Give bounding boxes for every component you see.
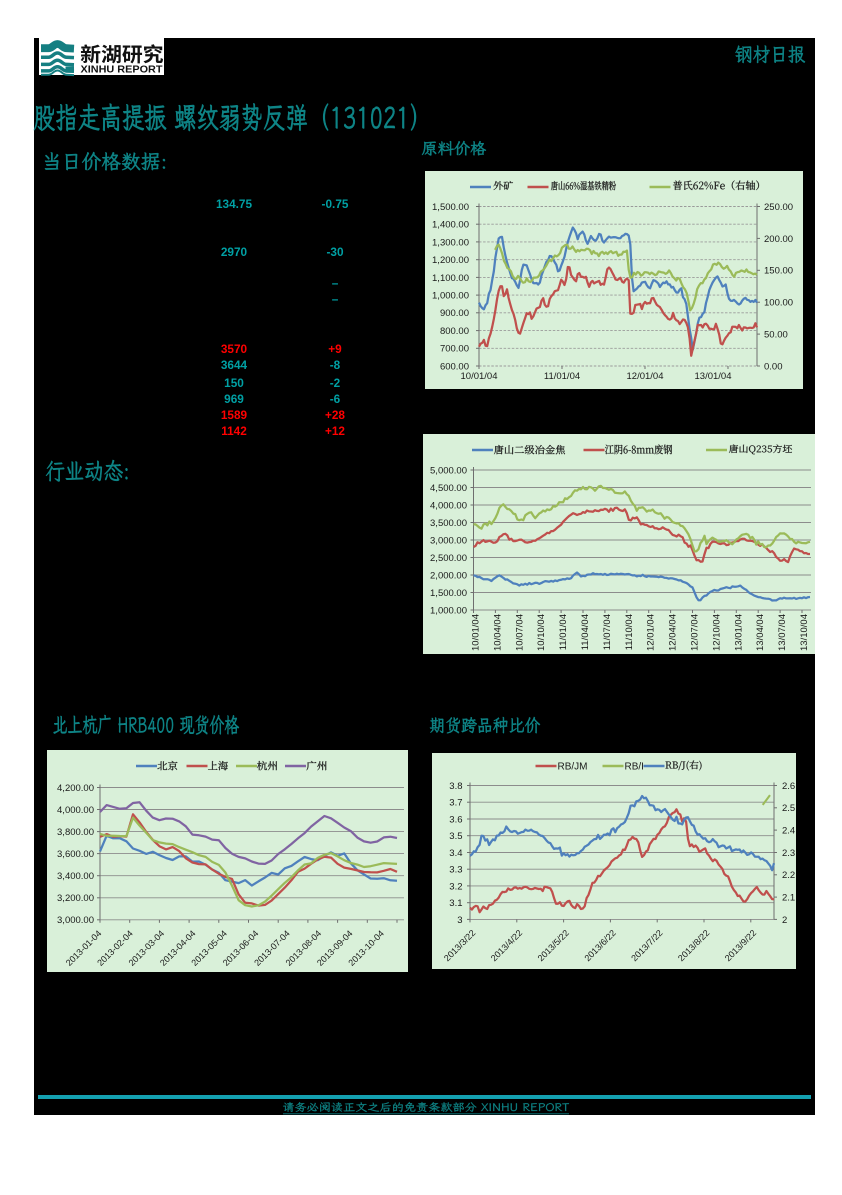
svg-text:2.4: 2.4 <box>782 826 795 837</box>
svg-text:–: – <box>332 276 339 290</box>
svg-text:1589: 1589 <box>221 408 248 422</box>
svg-text:800.00: 800.00 <box>440 326 469 337</box>
svg-text:5,000.00: 5,000.00 <box>430 465 467 476</box>
svg-text:3644: 3644 <box>221 358 248 372</box>
svg-text:XINHU REPORT: XINHU REPORT <box>81 65 164 76</box>
svg-text:600.00: 600.00 <box>440 361 469 372</box>
svg-text:3,600.00: 3,600.00 <box>57 849 94 860</box>
svg-text:3.6: 3.6 <box>449 814 462 825</box>
svg-text:150.00: 150.00 <box>764 266 793 277</box>
svg-text:11/10/04: 11/10/04 <box>624 614 635 650</box>
svg-text:3.1: 3.1 <box>449 898 462 909</box>
svg-text:-2: -2 <box>330 376 341 390</box>
svg-text:2.2: 2.2 <box>782 870 795 881</box>
svg-text:12/01/04: 12/01/04 <box>646 614 657 651</box>
svg-text:11/07/04: 11/07/04 <box>602 614 613 650</box>
svg-text:1,500.00: 1,500.00 <box>432 202 469 213</box>
svg-text:3,200.00: 3,200.00 <box>57 893 94 904</box>
svg-text:2.3: 2.3 <box>782 848 795 859</box>
svg-text:2,500.00: 2,500.00 <box>430 553 467 564</box>
svg-text:+9: +9 <box>328 342 342 356</box>
svg-text:4,000.00: 4,000.00 <box>430 500 467 511</box>
svg-text:3570: 3570 <box>221 342 248 356</box>
svg-text:3,000.00: 3,000.00 <box>57 915 94 926</box>
svg-text:4,500.00: 4,500.00 <box>430 483 467 494</box>
svg-text:969: 969 <box>224 392 244 406</box>
svg-text:3.3: 3.3 <box>449 865 462 876</box>
svg-text:+12: +12 <box>325 424 345 438</box>
svg-text:2.1: 2.1 <box>782 893 795 904</box>
svg-text:1,400.00: 1,400.00 <box>432 220 469 231</box>
svg-text:10/01/04: 10/01/04 <box>471 614 482 651</box>
svg-text:3.5: 3.5 <box>449 831 462 842</box>
svg-text:3.2: 3.2 <box>449 881 462 892</box>
svg-text:10/04/04: 10/04/04 <box>492 614 503 651</box>
svg-text:50.00: 50.00 <box>764 330 788 341</box>
svg-text:13/07/04: 13/07/04 <box>777 614 788 651</box>
svg-text:1142: 1142 <box>221 424 247 438</box>
svg-text:100.00: 100.00 <box>764 298 793 309</box>
svg-text:13/04/04: 13/04/04 <box>755 614 766 651</box>
svg-text:3,000.00: 3,000.00 <box>430 535 467 546</box>
svg-text:200.00: 200.00 <box>764 234 793 245</box>
svg-text:1,200.00: 1,200.00 <box>432 255 469 266</box>
svg-text:13/10/04: 13/10/04 <box>799 614 810 651</box>
svg-text:150: 150 <box>224 376 244 390</box>
svg-text:3.7: 3.7 <box>449 798 462 809</box>
svg-text:2.5: 2.5 <box>782 803 795 814</box>
svg-text:13/01/04: 13/01/04 <box>695 371 732 382</box>
svg-text:3,500.00: 3,500.00 <box>430 518 467 529</box>
svg-text:13/01/04: 13/01/04 <box>733 614 744 651</box>
svg-text:-30: -30 <box>326 245 343 259</box>
svg-text:4,000.00: 4,000.00 <box>57 805 94 816</box>
svg-text:3,800.00: 3,800.00 <box>57 827 94 838</box>
svg-text:11/04/04: 11/04/04 <box>580 614 591 650</box>
svg-text:+28: +28 <box>325 408 345 422</box>
svg-text:2,000.00: 2,000.00 <box>430 570 467 581</box>
svg-text:12/10/04: 12/10/04 <box>711 614 722 651</box>
svg-text:-0.75: -0.75 <box>322 197 349 211</box>
svg-text:–: – <box>332 292 339 306</box>
svg-text:3,400.00: 3,400.00 <box>57 871 94 882</box>
svg-text:3.4: 3.4 <box>449 848 462 859</box>
svg-text:700.00: 700.00 <box>440 344 469 355</box>
svg-text:1,100.00: 1,100.00 <box>432 273 469 284</box>
svg-text:0.00: 0.00 <box>764 361 783 372</box>
svg-text:12/07/04: 12/07/04 <box>690 614 701 651</box>
svg-text:10/10/04: 10/10/04 <box>536 614 547 651</box>
svg-text:12/01/04: 12/01/04 <box>627 371 664 382</box>
svg-text:4,200.00: 4,200.00 <box>57 783 94 794</box>
svg-text:1,300.00: 1,300.00 <box>432 237 469 248</box>
svg-text:2970: 2970 <box>221 245 248 259</box>
svg-text:900.00: 900.00 <box>440 308 469 319</box>
svg-text:2: 2 <box>782 915 787 926</box>
svg-text:1,000.00: 1,000.00 <box>432 291 469 302</box>
svg-text:1,500.00: 1,500.00 <box>430 588 467 599</box>
svg-text:-8: -8 <box>330 358 341 372</box>
svg-text:3.8: 3.8 <box>449 781 462 792</box>
svg-text:12/04/04: 12/04/04 <box>668 614 679 651</box>
svg-text:10/07/04: 10/07/04 <box>514 614 525 651</box>
svg-text:3: 3 <box>457 915 462 926</box>
svg-text:RB/JM: RB/JM <box>558 762 588 773</box>
svg-text:10/01/04: 10/01/04 <box>461 371 498 382</box>
svg-text:RB/I: RB/I <box>625 762 644 773</box>
svg-text:2.6: 2.6 <box>782 781 795 792</box>
svg-text:11/01/04: 11/01/04 <box>544 371 580 382</box>
svg-text:-6: -6 <box>330 392 341 406</box>
svg-text:250.00: 250.00 <box>764 202 793 213</box>
svg-text:1,000.00: 1,000.00 <box>430 605 467 616</box>
svg-text:134.75: 134.75 <box>216 197 253 211</box>
svg-text:11/01/04: 11/01/04 <box>558 614 569 650</box>
